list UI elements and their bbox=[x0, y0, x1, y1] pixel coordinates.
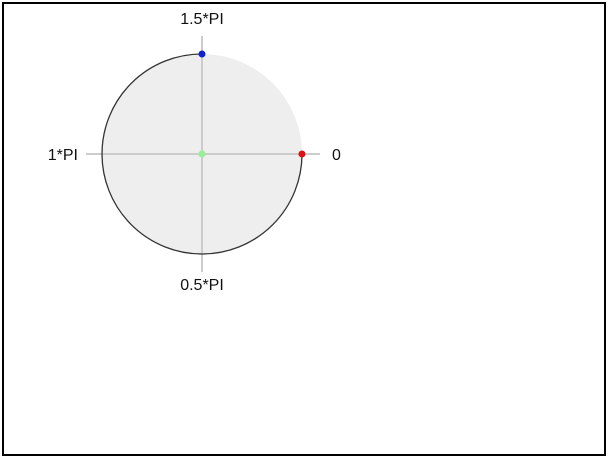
label-one-and-half-pi: 1.5*PI bbox=[180, 11, 224, 28]
label-half-pi: 0.5*PI bbox=[180, 277, 224, 294]
point-one-and-half-pi bbox=[198, 50, 206, 58]
circle-arc bbox=[101, 53, 303, 255]
label-pi: 1*PI bbox=[48, 147, 78, 164]
canvas-frame: 0 0.5*PI 1*PI 1.5*PI bbox=[2, 2, 606, 456]
point-center bbox=[198, 150, 206, 158]
label-zero: 0 bbox=[332, 147, 341, 164]
point-zero bbox=[298, 150, 306, 158]
angle-diagram: 0 0.5*PI 1*PI 1.5*PI bbox=[48, 11, 341, 294]
